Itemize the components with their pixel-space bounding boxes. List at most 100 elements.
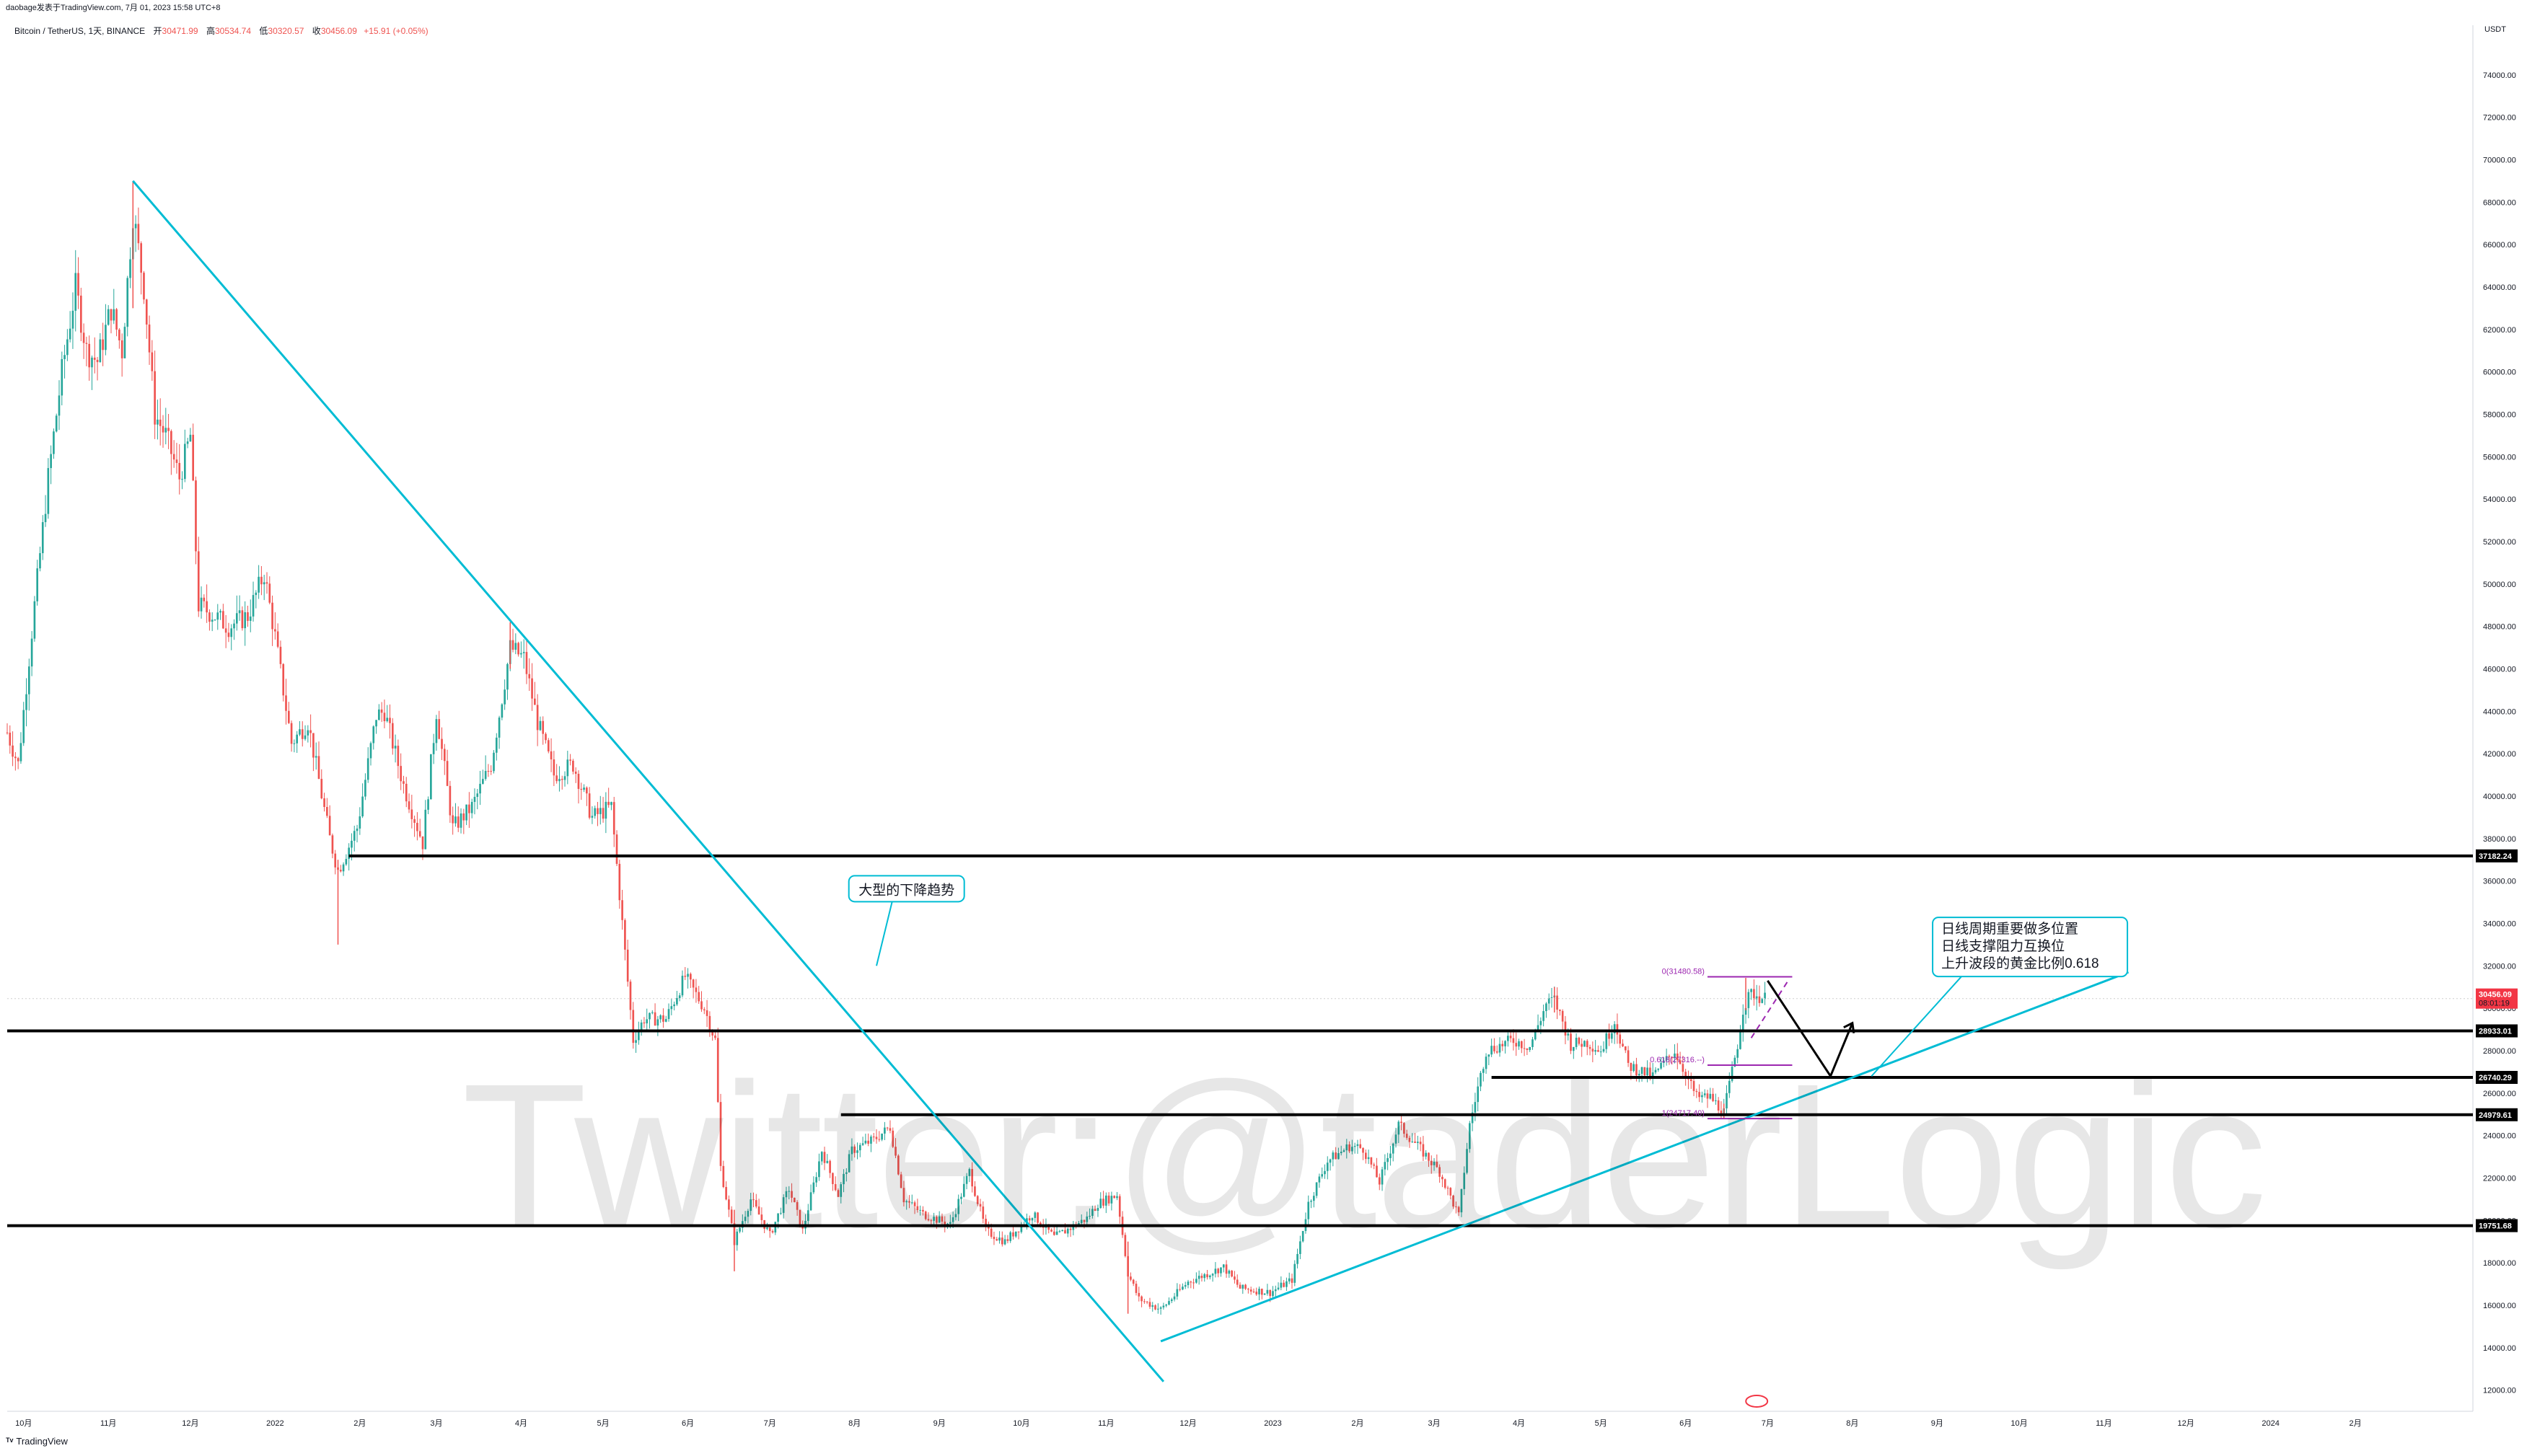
candle-body xyxy=(1605,1033,1608,1049)
candle-body xyxy=(1518,1041,1520,1047)
candle-body xyxy=(299,729,301,735)
candle-body xyxy=(719,1102,722,1166)
candle-body xyxy=(1288,1278,1291,1281)
candle-body xyxy=(351,840,353,848)
symbol-legend[interactable]: Bitcoin / TetherUS, 1天, BINANCE 开30471.9… xyxy=(14,25,429,37)
candle-body xyxy=(700,1001,703,1010)
candle-body xyxy=(260,576,263,585)
candle-body xyxy=(375,720,377,727)
candle-body xyxy=(605,801,607,819)
x-tick-label: 4月 xyxy=(1513,1419,1525,1428)
open-value: 30471.99 xyxy=(162,26,198,36)
candle-body xyxy=(919,1209,921,1211)
candle-body xyxy=(1430,1160,1433,1165)
candle-body xyxy=(1480,1072,1482,1087)
candle-body xyxy=(47,468,50,514)
candle-body xyxy=(501,704,504,718)
candle-body xyxy=(58,395,61,416)
candle-body xyxy=(1249,1289,1252,1292)
candle-body xyxy=(1340,1152,1342,1154)
candle-body xyxy=(711,1031,713,1036)
candle-body xyxy=(66,339,69,356)
candle-body xyxy=(1197,1276,1200,1279)
fib-trend-line xyxy=(1750,978,1790,1038)
y-tick-label: 60000.00 xyxy=(2483,369,2516,377)
candle-body xyxy=(1561,1010,1564,1022)
candle-body xyxy=(30,638,33,667)
candle-body xyxy=(545,733,547,741)
candle-body xyxy=(61,358,63,396)
candle-body xyxy=(588,793,591,818)
candle-body xyxy=(1037,1212,1039,1223)
candle-body xyxy=(41,522,44,554)
candle-body xyxy=(542,720,545,734)
candle-body xyxy=(1335,1152,1337,1160)
candle-body xyxy=(1758,996,1761,1003)
candle-body xyxy=(1741,1015,1744,1031)
candle-body xyxy=(1550,997,1553,999)
candle-body xyxy=(708,1015,711,1031)
candle-body xyxy=(1624,1046,1627,1051)
candle-body xyxy=(664,1019,667,1022)
candle-body xyxy=(1545,1003,1547,1012)
candle-body xyxy=(96,359,99,363)
x-tick-label: 6月 xyxy=(682,1419,694,1428)
tradingview-footer[interactable]: ᵀᵛ TradingView xyxy=(6,1436,68,1447)
candle-body xyxy=(1556,995,1558,1010)
y-tick-label: 54000.00 xyxy=(2483,495,2516,504)
candle-body xyxy=(1731,1067,1733,1081)
x-tick-label: 2022 xyxy=(266,1419,284,1428)
candle-body xyxy=(706,1010,708,1016)
candle-body xyxy=(342,864,345,872)
candle-body xyxy=(462,813,465,821)
y-tick-label: 64000.00 xyxy=(2483,283,2516,292)
x-tick-label: 2月 xyxy=(353,1419,366,1428)
candle-body xyxy=(50,454,52,469)
candle-body xyxy=(1468,1123,1471,1150)
candle-body xyxy=(1515,1043,1518,1047)
candle-body xyxy=(1684,1072,1687,1079)
candle-body xyxy=(9,732,12,746)
candle-body xyxy=(1239,1284,1241,1289)
candle-body xyxy=(118,330,120,340)
candle-body xyxy=(809,1192,812,1211)
candle-body xyxy=(840,1184,843,1197)
candle-body xyxy=(1474,1102,1477,1113)
candle-body xyxy=(110,309,113,321)
level-price-tag xyxy=(2476,849,2518,862)
candle-body xyxy=(591,816,594,818)
candle-body xyxy=(1449,1188,1452,1196)
candle-body xyxy=(1523,1048,1526,1049)
candle-body xyxy=(460,813,462,828)
candle-body xyxy=(979,1204,982,1207)
candle-body xyxy=(167,428,170,431)
candle-body xyxy=(249,616,252,621)
candle-body xyxy=(1692,1081,1695,1091)
candle-body xyxy=(577,774,580,789)
candle-body xyxy=(334,853,337,868)
y-tick-label: 32000.00 xyxy=(2483,962,2516,971)
candle-body xyxy=(1463,1173,1466,1189)
candle-body xyxy=(183,444,186,480)
candle-body xyxy=(470,802,473,813)
candle-body xyxy=(1679,1060,1682,1064)
candle-body xyxy=(1651,1072,1654,1077)
candle-body xyxy=(364,780,366,797)
candle-body xyxy=(1739,1031,1741,1049)
candle-body xyxy=(17,758,19,762)
y-tick-label: 74000.00 xyxy=(2483,71,2516,80)
candle-body xyxy=(832,1173,834,1184)
candle-body xyxy=(1061,1230,1064,1232)
candle-body xyxy=(1009,1232,1012,1241)
candle-body xyxy=(985,1219,987,1227)
candle-body xyxy=(1222,1264,1225,1268)
candle-body xyxy=(574,771,577,775)
candle-body xyxy=(1052,1231,1055,1235)
candle-body xyxy=(1586,1041,1588,1047)
candle-body xyxy=(610,802,612,806)
candle-body xyxy=(1378,1177,1381,1185)
candle-body xyxy=(768,1227,771,1232)
candle-body xyxy=(1132,1279,1135,1284)
y-tick-label: 62000.00 xyxy=(2483,326,2516,335)
